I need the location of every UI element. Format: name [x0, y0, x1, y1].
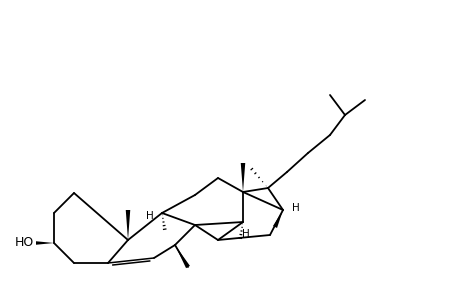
Text: H: H [241, 229, 249, 239]
Text: HO: HO [15, 236, 34, 250]
Text: H: H [146, 211, 154, 221]
Polygon shape [272, 210, 282, 228]
Polygon shape [240, 163, 245, 192]
Polygon shape [174, 245, 190, 268]
Polygon shape [36, 241, 54, 245]
Polygon shape [125, 210, 130, 240]
Text: H: H [291, 203, 299, 213]
